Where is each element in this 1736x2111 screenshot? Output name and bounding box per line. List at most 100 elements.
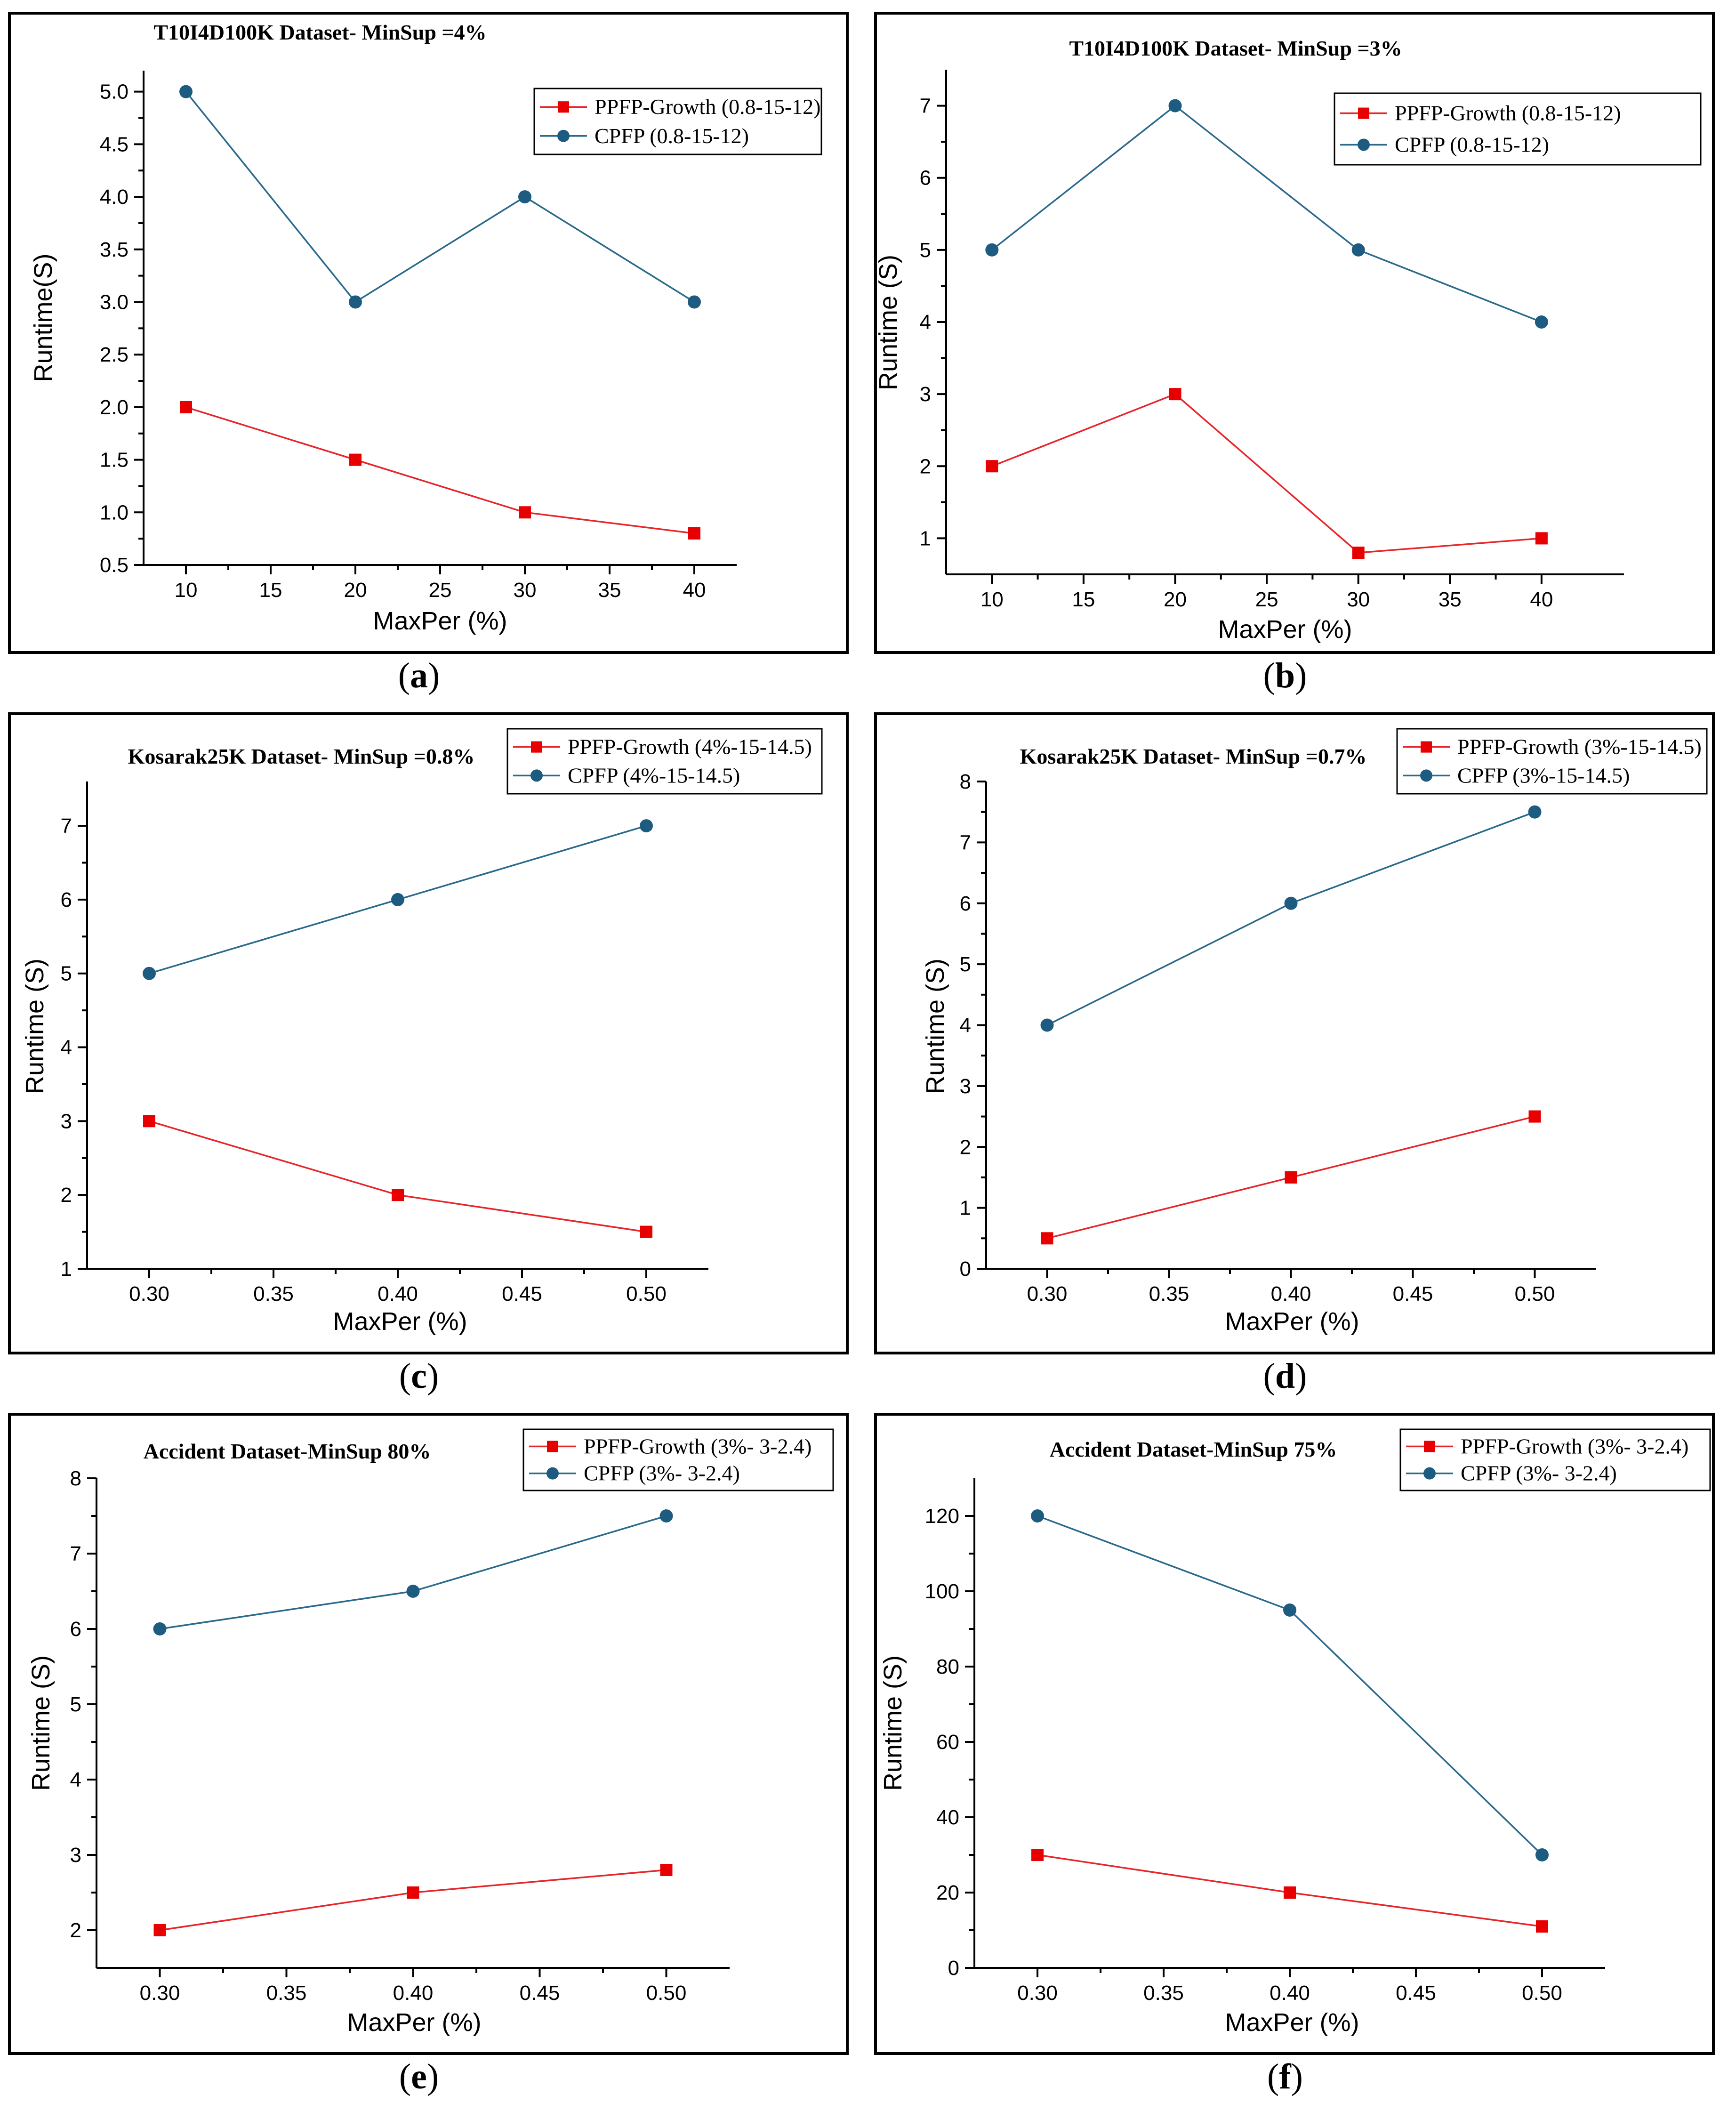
y-tick-label: 5 <box>920 239 931 262</box>
data-point-circle <box>1351 243 1365 257</box>
x-tick-label: 0.40 <box>1270 1982 1310 2005</box>
panel-caption: (f) <box>1267 2057 1303 2096</box>
chart-panel-b: 10 15 20 25 30 35 40 1 2 3 4 5 6 7 MaxPer (%) Runtime (… <box>874 12 1715 695</box>
x-tick-label: 0.35 <box>253 1282 294 1305</box>
legend-label: CPFP (0.8-15-12) <box>1395 132 1549 156</box>
y-tick-label: 120 <box>925 1505 959 1528</box>
data-point-square <box>640 1225 652 1238</box>
x-tick-label: 25 <box>429 579 452 602</box>
chart-title: Kosarak25K Dataset- MinSup =0.8% <box>128 744 475 768</box>
y-axis-label: Runtime (S) <box>874 255 902 390</box>
x-tick-label: 0.30 <box>140 1982 180 2005</box>
data-point-square <box>1041 1232 1053 1245</box>
y-tick-label: 3 <box>960 1075 971 1098</box>
x-tick-label: 0.45 <box>502 1282 542 1305</box>
y-tick-label: 4 <box>920 311 931 334</box>
data-point-square <box>1285 1171 1297 1184</box>
data-point-circle <box>179 85 193 98</box>
chart-title: T10I4D100K Dataset- MinSup =4% <box>153 20 486 44</box>
chart-panel-f: 0.30 0.35 0.40 0.45 0.50 0 20 40 60 80 100 120 MaxPe… <box>874 1413 1715 2096</box>
data-point-circle <box>1040 1018 1054 1032</box>
legend-label: PPFP-Growth (0.8-15-12) <box>1395 101 1621 125</box>
data-point-circle <box>1168 99 1182 113</box>
y-tick-label: 3.5 <box>100 238 129 261</box>
legend-marker-circle <box>547 1467 559 1480</box>
y-tick-label: 4 <box>61 1036 72 1059</box>
legend-box <box>522 1428 834 1491</box>
legend-label: PPFP-Growth (0.8-15-12) <box>595 95 820 119</box>
y-tick-label: 2 <box>70 1919 81 1942</box>
x-tick-label: 0.50 <box>1522 1982 1562 2005</box>
x-tick-label: 25 <box>1255 588 1278 611</box>
chart-panel-a: 10 15 20 25 30 35 40 0.5 1.0 1.5 2.0 2.5 3.0 3.5 4.0 4.… <box>8 12 849 695</box>
y-tick-label: 4.0 <box>100 185 129 209</box>
x-tick-label: 0.40 <box>1271 1282 1311 1305</box>
chart-panel-c: 0.30 0.35 0.40 0.45 0.50 1 2 3 4 5 6 7 MaxPer (%) Run… <box>8 712 849 1396</box>
chart-title: Accident Dataset-MinSup 80% <box>144 1439 431 1463</box>
x-tick-label: 0.35 <box>1143 1982 1184 2005</box>
x-axis-label: MaxPer (%) <box>333 1307 467 1336</box>
legend: PPFP-Growth (3%- 3-2.4) CPFP (3%- 3-2.4) <box>1399 1428 1711 1491</box>
y-tick-label: 8 <box>70 1467 81 1490</box>
x-tick-label: 10 <box>981 588 1004 611</box>
y-tick-label: 4 <box>70 1768 81 1791</box>
series-cpfp <box>153 1509 673 1636</box>
data-point-square <box>1536 1920 1548 1933</box>
panel-caption: (d) <box>1263 1356 1307 1396</box>
legend-label: CPFP (3%- 3-2.4) <box>584 1461 740 1485</box>
series-ppfp-growth <box>180 401 700 540</box>
data-point-square <box>986 460 998 473</box>
panel-frame <box>874 1413 1715 2055</box>
y-tick-label: 1 <box>920 527 931 550</box>
y-tick-label: 7 <box>70 1542 81 1565</box>
y-tick-label: 6 <box>960 892 971 915</box>
y-tick-label: 1 <box>61 1257 72 1281</box>
x-tick-label: 0.50 <box>626 1282 667 1305</box>
y-tick-label: 5 <box>61 962 72 985</box>
data-point-square <box>519 506 531 519</box>
series-ppfp-growth <box>143 1115 652 1238</box>
y-tick-label: 7 <box>920 95 931 118</box>
legend: PPFP-Growth (0.8-15-12) CPFP (0.8-15-12) <box>533 88 822 155</box>
y-tick-label: 2.0 <box>100 396 129 419</box>
legend: PPFP-Growth (3%-15-14.5) CPFP (3%-15-14.5… <box>1396 728 1708 795</box>
data-point-circle <box>640 819 653 833</box>
data-point-square <box>688 527 700 540</box>
y-tick-label: 6 <box>61 888 72 911</box>
x-tick-label: 0.35 <box>1149 1282 1189 1305</box>
series-ppfp-growth <box>1031 1849 1548 1933</box>
y-tick-label: 2 <box>61 1184 72 1207</box>
x-tick-label: 30 <box>514 579 537 602</box>
y-tick-label: 3 <box>920 383 931 406</box>
y-tick-label: 1 <box>960 1197 971 1220</box>
series-ppfp-growth <box>1041 1110 1541 1245</box>
data-point-circle <box>1284 896 1298 910</box>
legend-box <box>1399 1428 1711 1491</box>
x-tick-label: 0.30 <box>1027 1282 1068 1305</box>
y-axis-label: Runtime (S) <box>879 1655 907 1791</box>
data-point-square <box>180 401 192 413</box>
legend-marker-circle <box>1423 1467 1436 1480</box>
x-axis-label: MaxPer (%) <box>1218 615 1352 644</box>
y-tick-label: 60 <box>936 1731 959 1754</box>
y-tick-label: 6 <box>70 1618 81 1641</box>
x-axis-label: MaxPer (%) <box>373 607 507 635</box>
data-point-circle <box>143 967 156 980</box>
data-point-square <box>1535 532 1548 545</box>
panel-caption: (a) <box>398 656 440 695</box>
data-point-square <box>660 1864 673 1876</box>
y-tick-label: 8 <box>960 770 971 793</box>
data-point-circle <box>518 190 531 204</box>
y-tick-label: 3 <box>70 1844 81 1867</box>
y-tick-label: 4 <box>960 1014 971 1037</box>
series-cpfp <box>1031 1509 1549 1861</box>
y-tick-label: 3 <box>61 1110 72 1133</box>
y-tick-label: 2 <box>960 1136 971 1159</box>
series-line <box>185 406 695 534</box>
chart-panel-e: 0.30 0.35 0.40 0.45 0.50 2 3 4 5 6 7 8 MaxPer (%) Run… <box>8 1413 849 2096</box>
panel-frame <box>8 1413 849 2055</box>
legend-label: CPFP (3%- 3-2.4) <box>1461 1461 1617 1485</box>
y-tick-label: 0 <box>948 1957 959 1980</box>
y-tick-label: 2 <box>920 455 931 478</box>
x-tick-label: 0.30 <box>129 1282 169 1305</box>
